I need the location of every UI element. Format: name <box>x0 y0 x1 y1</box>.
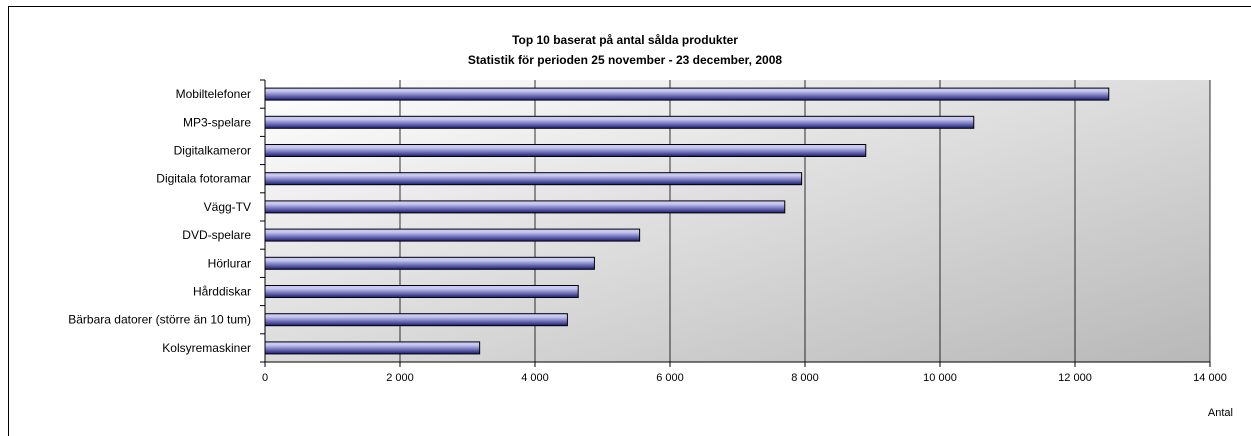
category-label: Digitalkameror <box>174 144 251 158</box>
category-label: MP3-spelare <box>183 115 251 129</box>
category-label: Kolsyremaskiner <box>162 341 251 355</box>
x-tick-label: 4 000 <box>521 372 549 384</box>
bar <box>264 115 975 129</box>
category-label: DVD-spelare <box>182 228 251 242</box>
axes <box>260 79 1211 367</box>
category-label: Vägg-TV <box>204 200 251 214</box>
x-tick-label: 14 000 <box>1193 372 1227 384</box>
chart-frame <box>8 6 1251 436</box>
bar <box>264 200 786 214</box>
x-tick-label: 12 000 <box>1058 372 1092 384</box>
chart-subtitle: Statistik för perioden 25 november - 23 … <box>468 53 782 67</box>
x-tick-labels: 0 2 000 4 000 6 000 8 000 10 000 12 000 14 000 <box>262 372 1227 384</box>
category-label: Hårddiskar <box>193 285 251 299</box>
bar <box>264 87 1110 101</box>
category-label: Bärbara datorer (större än 10 tum) <box>68 313 251 327</box>
category-label: Mobiltelefoner <box>176 87 251 101</box>
bar-chart: Top 10 baserat på antal sålda produkter … <box>68 33 1233 419</box>
x-tick-label: 6 000 <box>656 372 684 384</box>
category-label: Hörlurar <box>208 256 251 270</box>
x-tick-label: 2 000 <box>386 372 414 384</box>
chart-title: Top 10 baserat på antal sålda produkter <box>512 33 738 47</box>
x-tick-label: 8 000 <box>791 372 819 384</box>
category-labels: Mobiltelefoner MP3-spelare Digitalkameror D… <box>68 87 251 355</box>
bar <box>264 341 481 355</box>
category-label: Digitala fotoramar <box>156 172 251 186</box>
x-axis-title: Antal <box>1208 407 1233 419</box>
bar <box>264 256 595 270</box>
bar <box>264 285 579 298</box>
x-tick-label: 0 <box>262 372 268 384</box>
bar <box>264 228 641 242</box>
bar <box>264 172 803 186</box>
bar <box>264 144 867 157</box>
bar <box>264 313 568 327</box>
x-tick-label: 10 000 <box>923 372 957 384</box>
